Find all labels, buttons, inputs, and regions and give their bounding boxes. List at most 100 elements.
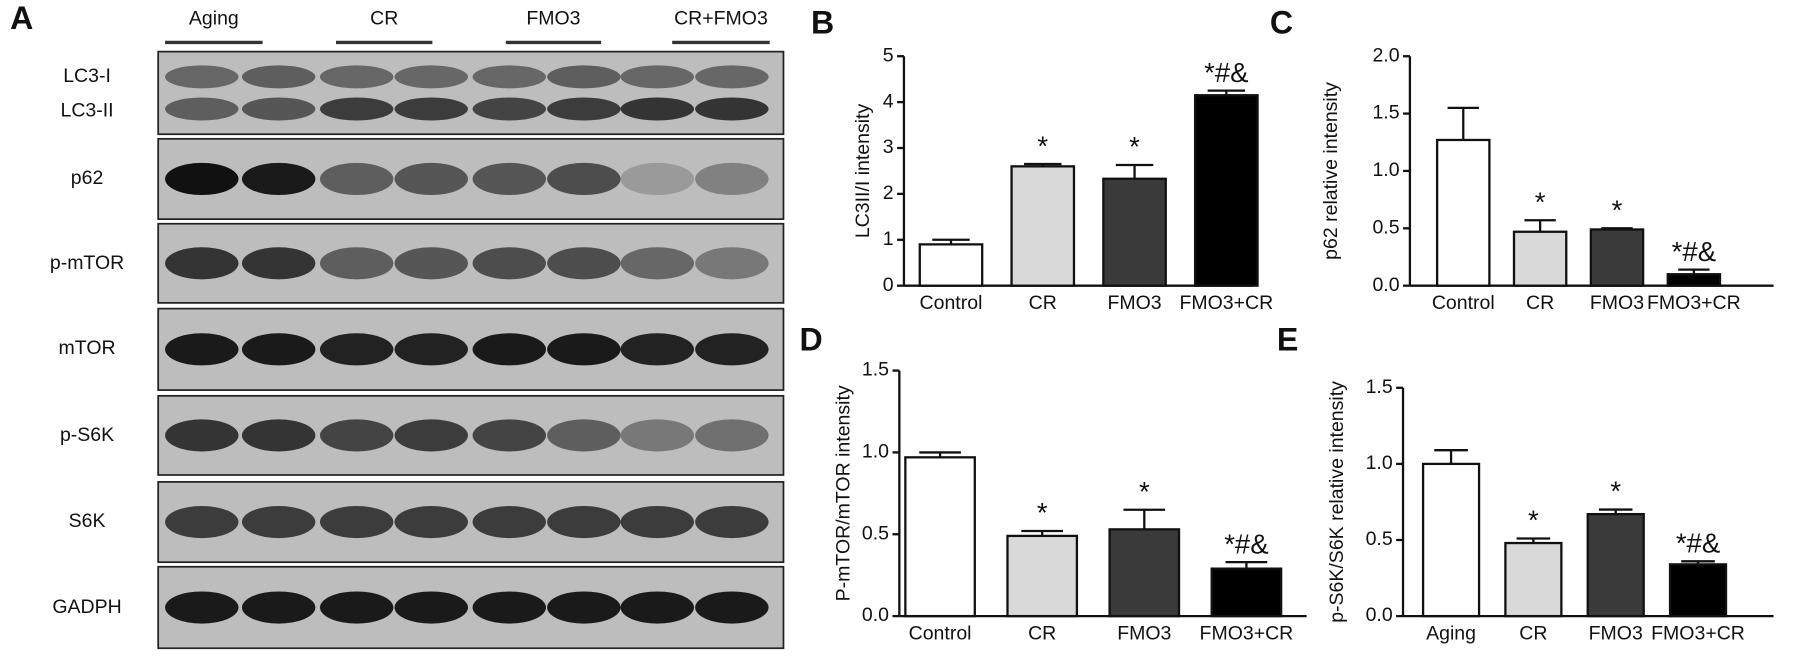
x-tick-label: FMO3+CR <box>1651 623 1745 645</box>
blot-band <box>241 419 316 452</box>
blot-band <box>472 65 546 89</box>
y-tick-label: 5 <box>883 44 894 66</box>
y-tick-label: 1.5 <box>862 359 889 381</box>
blot-band <box>241 65 316 89</box>
blot-band <box>472 591 546 624</box>
blot-band <box>547 419 621 452</box>
annotation: * <box>1528 505 1539 536</box>
blot-band <box>165 505 239 539</box>
blot-band <box>319 591 394 624</box>
y-tick-label: 0.0 <box>862 604 889 626</box>
blot-band <box>472 247 546 280</box>
row-label: LC3-I <box>63 65 111 87</box>
blot-band <box>394 419 468 452</box>
x-tick-label: FMO3 <box>1117 623 1171 645</box>
blot-band <box>241 97 316 121</box>
annotation: * <box>1037 497 1048 528</box>
y-tick-label: 2.0 <box>1372 44 1399 66</box>
blot-band <box>165 97 239 121</box>
y-tick-label: 1 <box>883 228 894 250</box>
blot-band <box>695 162 769 196</box>
panel-letter: A <box>10 0 33 36</box>
panel-letter: C <box>1270 5 1293 41</box>
annotation: * <box>1610 476 1621 507</box>
blot-band <box>319 419 394 452</box>
x-tick-label: Control <box>909 623 972 645</box>
blot-band <box>241 247 316 280</box>
blot-band <box>319 247 394 280</box>
y-tick-label: 0.5 <box>862 522 889 544</box>
panel-letter: B <box>811 5 834 41</box>
y-tick-label: 0.0 <box>1372 274 1399 296</box>
blot-band <box>394 162 468 196</box>
bar <box>1589 228 1645 287</box>
bar <box>918 243 984 287</box>
group-label: Aging <box>189 8 239 30</box>
bar <box>904 456 976 618</box>
blot-band <box>620 419 694 452</box>
bar <box>1010 165 1076 287</box>
row-label: mTOR <box>59 337 116 359</box>
bar <box>1512 230 1568 287</box>
annotation: * <box>1037 130 1048 161</box>
bar <box>1102 177 1167 287</box>
x-tick-label: FMO3 <box>1590 292 1644 314</box>
annotation: *#& <box>1224 528 1268 559</box>
x-tick-label: Aging <box>1426 623 1476 645</box>
blot-band <box>547 97 621 121</box>
blot-band <box>319 333 394 366</box>
annotation: * <box>1535 186 1546 217</box>
row-label: p62 <box>71 167 104 189</box>
y-tick-label: 1.0 <box>1372 159 1399 181</box>
x-tick-label: Control <box>1432 292 1495 314</box>
bar <box>1435 138 1491 287</box>
annotation: * <box>1129 131 1140 162</box>
blot-band <box>394 505 468 539</box>
blot-band <box>165 247 239 280</box>
blot-band <box>165 591 239 624</box>
y-tick-label: 1.0 <box>1366 452 1393 474</box>
blot-band <box>472 505 546 539</box>
group-label: CR+FMO3 <box>674 8 768 30</box>
y-tick-label: 0 <box>883 274 894 296</box>
blot-band <box>165 419 239 452</box>
blot-band <box>695 65 769 89</box>
blot-band <box>394 591 468 624</box>
blot-band <box>241 505 316 539</box>
blot-band <box>319 65 394 89</box>
blot-band <box>547 65 621 89</box>
row-label: LC3-II <box>60 99 113 121</box>
bar <box>1006 534 1079 618</box>
blot-band <box>547 591 621 624</box>
blot-band <box>620 247 694 280</box>
blot-band <box>695 333 769 366</box>
y-tick-label: 1.5 <box>1366 376 1393 398</box>
panel-letter: E <box>1277 321 1298 357</box>
group-label: FMO3 <box>526 8 580 30</box>
blot-band <box>472 97 546 121</box>
y-tick-label: 4 <box>883 90 894 112</box>
blot-band <box>620 162 694 196</box>
x-tick-label: CR <box>1519 623 1547 645</box>
x-tick-label: FMO3+CR <box>1647 292 1741 314</box>
blot-band <box>394 97 468 121</box>
x-tick-label: FMO3+CR <box>1179 292 1273 314</box>
x-tick-label: FMO3 <box>1107 292 1161 314</box>
blot-band <box>620 65 694 89</box>
blot-band <box>547 505 621 539</box>
y-tick-label: 1.5 <box>1372 102 1399 124</box>
blot-band <box>620 333 694 366</box>
y-tick-label: 0.0 <box>1366 604 1393 626</box>
x-tick-label: FMO3+CR <box>1200 623 1294 645</box>
x-tick-label: Control <box>920 292 983 314</box>
bar <box>1193 94 1259 287</box>
blot-band <box>394 247 468 280</box>
bar <box>1666 273 1722 287</box>
blot-band <box>165 162 239 196</box>
annotation: *#& <box>1204 57 1248 88</box>
bar <box>1108 528 1181 618</box>
blot-band <box>620 505 694 539</box>
x-tick-label: FMO3 <box>1589 623 1643 645</box>
blot-band <box>472 419 546 452</box>
bar <box>1668 563 1728 618</box>
